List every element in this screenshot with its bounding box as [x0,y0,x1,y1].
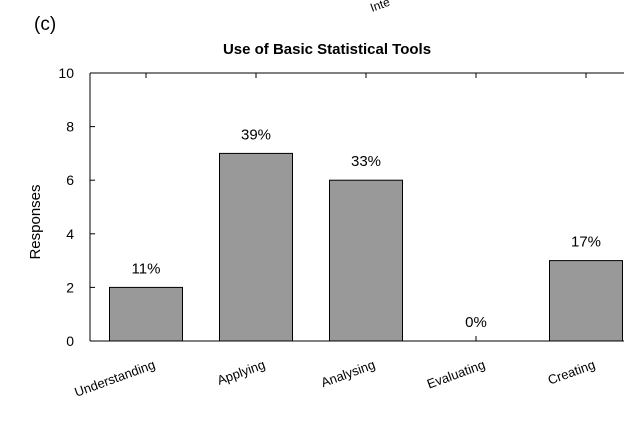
y-axis-label: Responses [27,184,44,259]
y-tick-label: 4 [66,226,74,242]
panel-label: (c) [34,14,56,35]
y-tick-label: 10 [58,65,74,81]
data-label: 39% [241,126,271,143]
plot-area: 0 2 4 6 8 10 11% Understanding 39% Applying 33% Ana… [58,65,624,400]
bar-creating [549,260,623,342]
data-label: 17% [571,234,601,251]
data-label: 33% [351,153,381,170]
y-tick-label: 8 [66,119,74,135]
bar-applying [219,152,293,342]
clipped-heading-fragment: Inte [368,0,392,15]
y-tick-label: 2 [66,279,74,295]
bar-analysing [329,179,403,342]
x-tick-label: Analysing [319,357,377,390]
y-tick-label: 6 [66,172,74,188]
x-tick-label: Applying [215,357,267,388]
data-label: 11% [132,260,161,277]
data-label: 0% [465,314,487,331]
x-tick-label: Understanding [72,357,157,400]
y-tick-label: 0 [66,333,74,349]
x-tick-label: Evaluating [425,357,487,392]
bar-understanding [109,286,183,342]
x-tick-label: Creating [546,357,597,388]
chart-title: Use of Basic Statistical Tools [223,41,431,58]
